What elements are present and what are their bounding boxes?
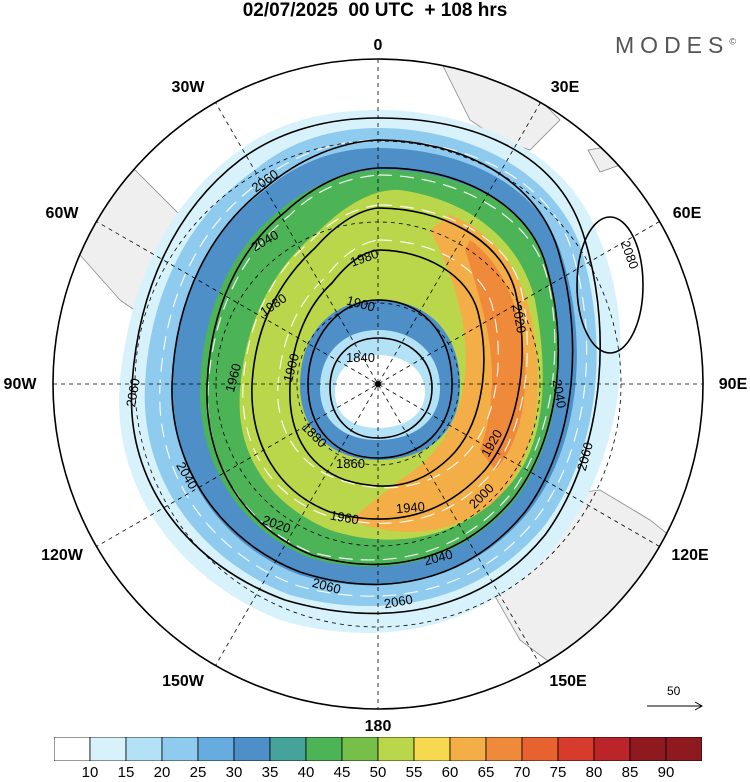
contour-label: 1960 xyxy=(329,508,360,528)
colorbar-segment xyxy=(341,736,379,762)
arrow-right-icon xyxy=(647,701,704,711)
colorbar-svg xyxy=(53,736,703,762)
wind-band-10-core xyxy=(335,355,425,428)
map-boundary xyxy=(52,58,704,710)
graticule xyxy=(53,59,703,709)
colorbar-tick-label: 85 xyxy=(621,764,639,781)
contour-label: 1900 xyxy=(345,293,377,315)
colorbar-segment xyxy=(485,736,523,762)
colorbar-segment xyxy=(269,736,307,762)
lon-label-150w: 150W xyxy=(162,673,205,690)
south-pole-marker xyxy=(375,381,381,387)
contour-label: 2060 xyxy=(383,592,414,612)
wind-speed-shading xyxy=(119,110,621,634)
wind-vector-ring-2 xyxy=(242,204,528,524)
lon-label-30e: 30E xyxy=(551,79,580,96)
contour-label: 1860 xyxy=(336,456,365,471)
vector-scale: 50 xyxy=(645,684,707,714)
colorbar-tick-label: 20 xyxy=(153,764,171,781)
colorbar-segment xyxy=(521,736,559,762)
contour-label: 2040 xyxy=(422,546,454,568)
colorbar-tick-label: 30 xyxy=(225,764,243,781)
colorbar-segment xyxy=(557,736,595,762)
contour-label: 2060 xyxy=(574,441,596,473)
contour-1920 xyxy=(289,249,485,487)
colorbar-tick-label: 55 xyxy=(405,764,423,781)
colorbar-tick-label: 15 xyxy=(117,764,135,781)
contour-label: 1960 xyxy=(222,362,244,394)
wind-vector-ring-4 xyxy=(159,139,588,597)
colorbar-segment xyxy=(125,736,163,762)
contour-label: 2080 xyxy=(618,239,642,271)
brand-name: MODES xyxy=(615,32,730,58)
contour-2040 xyxy=(171,139,574,586)
contour-1860 xyxy=(307,299,453,459)
brand-mark: © xyxy=(729,36,736,47)
contour-2020 xyxy=(206,167,560,566)
colorbar-tick-label: 70 xyxy=(513,764,531,781)
colorbar-segment xyxy=(53,736,91,762)
colorbar-tick-label: 45 xyxy=(333,764,351,781)
lon-label-90w: 90W xyxy=(4,376,38,393)
contour-label: 2020 xyxy=(509,303,529,334)
lon-label-90e: 90E xyxy=(719,376,748,393)
map-title: 02/07/2025 00 UTC + 108 hrs xyxy=(242,0,508,21)
colorbar-segment xyxy=(161,736,199,762)
colorbar-segment xyxy=(233,736,271,762)
colorbar-tick-label: 35 xyxy=(261,764,279,781)
colorbar-tick-label: 75 xyxy=(549,764,567,781)
colorbar-segment xyxy=(413,736,451,762)
colorbar-segment xyxy=(197,736,235,762)
latitude-ring-1 xyxy=(296,302,460,466)
contour-label: 1900 xyxy=(280,352,302,384)
lon-label-0: 0 xyxy=(374,37,383,54)
colorbar-tick-label: 25 xyxy=(189,764,207,781)
lon-label-60e: 60E xyxy=(673,205,702,222)
contour-1980 xyxy=(251,207,523,520)
wind-band-70 xyxy=(465,240,526,470)
contour-2080 xyxy=(576,216,644,354)
lon-label-60w: 60W xyxy=(46,205,80,222)
colorbar-tick-label: 90 xyxy=(657,764,675,781)
colorbar-segment xyxy=(305,736,343,762)
contour-label: 1840 xyxy=(346,350,375,365)
longitude-labels: 0 30E 60E 90E 120E 150E 180 150W 120W 90… xyxy=(4,37,748,735)
colorbar-segment xyxy=(593,736,631,762)
contour-label: 2060 xyxy=(311,575,343,597)
vector-scale-value: 50 xyxy=(667,684,681,698)
colorbar-tick-label: 60 xyxy=(441,764,459,781)
colorbar-tick-label: 65 xyxy=(477,764,495,781)
colorbar-tick-label: 50 xyxy=(369,764,387,781)
wind-vectors xyxy=(159,139,588,597)
lon-label-120e: 120E xyxy=(671,547,709,564)
wind-vector-ring-3 xyxy=(277,239,499,489)
height-contours xyxy=(130,117,644,615)
colorbar-segment xyxy=(377,736,415,762)
colorbar-tick-label: 10 xyxy=(81,764,99,781)
colorbar-labels: 10 15 20 25 30 35 40 45 50 55 60 65 70 75 80 85 90 xyxy=(0,764,750,782)
lon-label-180: 180 xyxy=(365,718,392,735)
colorbar-tick-label: 40 xyxy=(297,764,315,781)
contour-label: 1940 xyxy=(395,499,425,516)
wind-vector-ring-1 xyxy=(207,174,556,561)
colorbar-tick-label: 80 xyxy=(585,764,603,781)
lon-label-150e: 150E xyxy=(549,673,587,690)
colorbar xyxy=(53,736,703,762)
colorbar-segment xyxy=(665,736,703,762)
colorbar-segment xyxy=(89,736,127,762)
lon-label-30w: 30W xyxy=(172,79,206,96)
brand-logo: MODES© xyxy=(615,32,736,59)
colorbar-segment xyxy=(629,736,667,762)
contour-label: 2060 xyxy=(123,377,143,408)
contour-label: 2040 xyxy=(549,378,569,409)
lon-label-120w: 120W xyxy=(41,547,84,564)
colorbar-segment xyxy=(449,736,487,762)
